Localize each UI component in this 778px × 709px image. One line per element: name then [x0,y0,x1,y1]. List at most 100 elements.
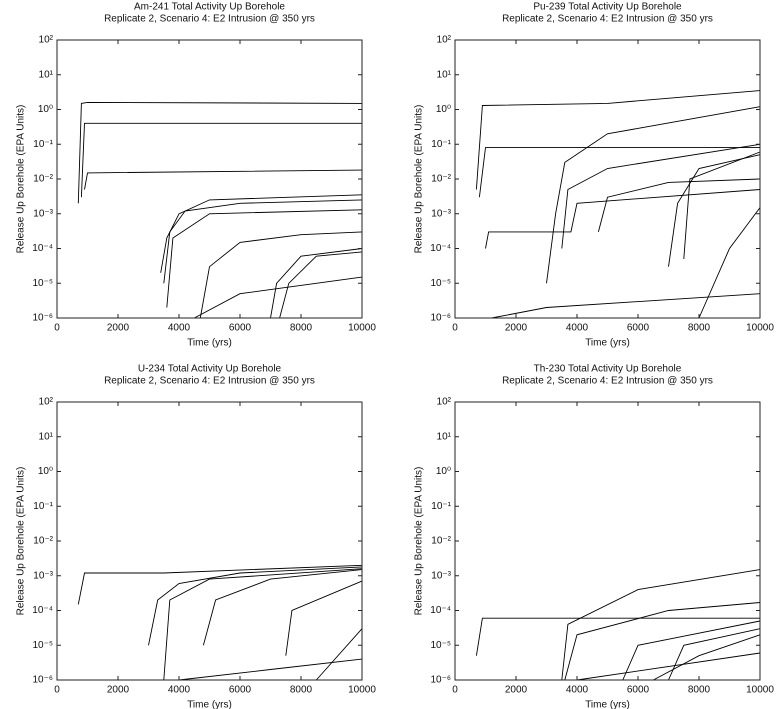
y-tick-label: 10⁻⁵ [430,640,451,651]
y-tick-label: 10⁰ [38,104,53,115]
series-line [597,178,761,233]
series-line [77,101,363,204]
y-tick-label: 10⁻³ [431,208,451,219]
y-tick-label: 10⁻⁶ [32,675,53,686]
series-line [199,231,363,319]
x-tick-label: 2000 [505,685,528,696]
series-line [270,248,363,319]
series-line [178,658,363,681]
x-tick-label: 0 [452,685,458,696]
x-tick-label: 2000 [505,323,528,334]
y-tick-label: 10⁻³ [431,570,451,581]
chart-title: Th-230 Total Activity Up Borehole [534,364,682,375]
series-line [194,276,363,319]
series-line [315,628,363,681]
chart-subtitle: Replicate 2, Scenario 4: E2 Intrusion @ … [104,376,315,387]
x-tick-label: 6000 [229,685,252,696]
x-tick-label: 6000 [627,685,650,696]
series-line [163,199,363,284]
x-tick-label: 2000 [107,685,130,696]
x-tick-label: 4000 [566,323,589,334]
series-line [668,154,761,267]
x-tick-label: 8000 [688,685,711,696]
y-axis-label: Release Up Borehole (EPA Units) [16,467,27,616]
chart-title: U-234 Total Activity Up Borehole [138,364,282,375]
y-tick-label: 10⁻¹ [431,139,451,150]
x-axis-label: Time (yrs) [187,338,232,349]
y-axis-label: Release Up Borehole (EPA Units) [414,467,425,616]
y-tick-label: 10⁻⁴ [430,605,451,616]
x-axis-label: Time (yrs) [187,700,232,709]
y-tick-label: 10⁻³ [33,570,53,581]
series-line [80,122,362,198]
plot-frame [56,401,363,681]
x-tick-label: 10000 [348,323,376,334]
y-axis-label: Release Up Borehole (EPA Units) [414,105,425,254]
x-tick-label: 4000 [168,323,191,334]
x-tick-label: 2000 [107,323,130,334]
y-tick-label: 10⁰ [436,104,451,115]
x-tick-label: 0 [54,323,60,334]
x-tick-label: 6000 [229,323,252,334]
y-tick-label: 10⁻² [33,174,53,185]
x-tick-label: 4000 [566,685,589,696]
y-tick-label: 10¹ [39,431,54,442]
series-line [698,207,761,319]
series-line [279,251,363,319]
y-tick-label: 10⁻⁵ [430,278,451,289]
series-line [160,194,363,273]
plot-frame [454,39,761,319]
y-tick-label: 10⁻⁴ [32,243,53,254]
chart-title: Am-241 Total Activity Up Borehole [134,2,285,13]
y-tick-label: 10² [39,397,54,408]
series-line [668,628,761,681]
series-line [546,106,761,284]
series-line [84,169,363,190]
y-axis-label: Release Up Borehole (EPA Units) [16,105,27,254]
series-line [485,189,761,249]
y-tick-label: 10⁻¹ [33,139,53,150]
y-tick-label: 10¹ [437,69,452,80]
series-line [564,602,761,681]
y-tick-label: 10⁻⁴ [430,243,451,254]
y-tick-label: 10⁻⁴ [32,605,53,616]
y-tick-label: 10⁻³ [33,208,53,219]
chart-title: Pu-239 Total Activity Up Borehole [533,2,682,13]
x-tick-label: 4000 [168,685,191,696]
x-axis-label: Time (yrs) [585,338,630,349]
series-line [166,209,363,308]
y-tick-label: 10⁻¹ [431,501,451,512]
x-tick-label: 8000 [290,323,313,334]
y-tick-label: 10⁻⁶ [32,313,53,324]
y-tick-label: 10⁻⁶ [430,675,451,686]
series-line [475,90,761,190]
series-line [163,568,363,681]
series-line [478,147,760,198]
y-tick-label: 10⁻² [431,174,451,185]
series-line [683,151,761,260]
series-line [202,569,363,646]
y-tick-label: 10² [437,397,452,408]
x-tick-label: 6000 [627,323,650,334]
x-tick-label: 8000 [290,685,313,696]
series-line [491,293,761,319]
y-tick-label: 10² [437,35,452,46]
plot-frame [454,401,761,681]
x-tick-label: 8000 [688,323,711,334]
x-tick-label: 0 [452,323,458,334]
y-tick-label: 10⁻² [33,536,53,547]
series-line [576,652,761,681]
y-tick-label: 10⁰ [38,466,53,477]
x-tick-label: 0 [54,685,60,696]
x-axis-label: Time (yrs) [585,700,630,709]
y-tick-label: 10² [39,35,54,46]
y-tick-label: 10¹ [437,431,452,442]
chart-subtitle: Replicate 2, Scenario 4: E2 Intrusion @ … [502,14,713,25]
y-tick-label: 10⁻⁵ [32,640,53,651]
series-line [285,580,363,656]
series-line [561,569,761,681]
series-line [475,617,760,656]
y-tick-label: 10⁻² [431,536,451,547]
y-tick-label: 10¹ [39,69,54,80]
